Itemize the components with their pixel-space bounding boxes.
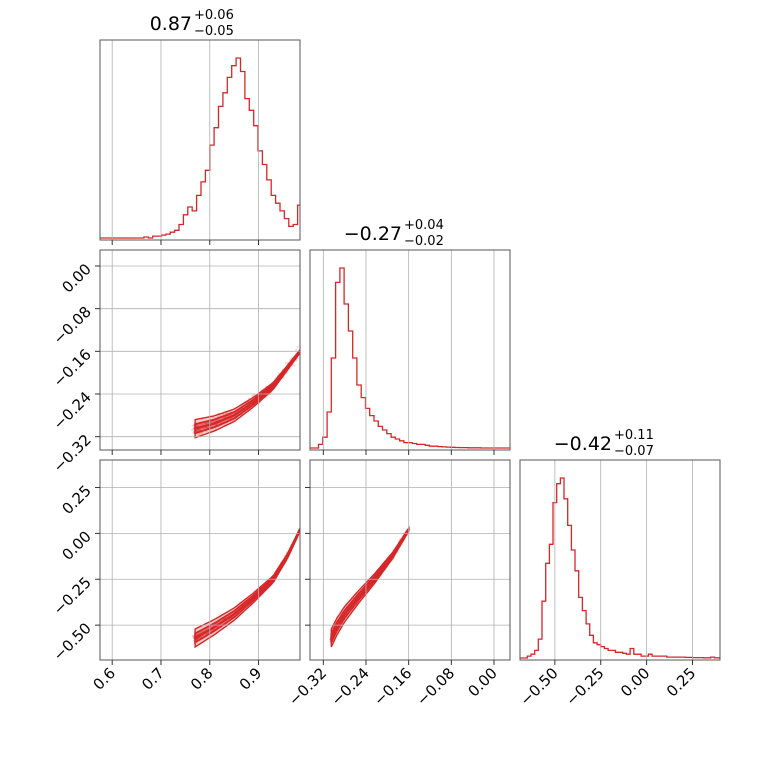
- density-ridge: [194, 350, 300, 430]
- title-upper-error: +0.11: [614, 428, 654, 443]
- title-median: −0.27: [344, 223, 402, 245]
- sample-point: [293, 364, 296, 367]
- sample-point: [215, 423, 218, 426]
- y-tick-label: 0.00: [58, 527, 94, 563]
- sample-point: [191, 428, 194, 431]
- x-tick-label: −0.50: [516, 664, 561, 709]
- sample-point: [206, 426, 209, 429]
- x-tick-label: −0.08: [413, 664, 458, 709]
- sample-point: [191, 634, 194, 638]
- x-tick-label: −0.25: [562, 664, 607, 709]
- sample-point: [195, 424, 198, 427]
- sample-point: [205, 422, 208, 425]
- sample-point: [202, 423, 205, 426]
- axes-frame: [309, 249, 511, 451]
- density-layer: [329, 525, 411, 648]
- axes-frame: [99, 459, 301, 661]
- title-lower-error: −0.02: [404, 234, 444, 249]
- sample-point: [192, 636, 195, 639]
- sample-point: [198, 636, 201, 640]
- sample-point: [197, 424, 200, 427]
- x-tick-label: 0.6: [89, 664, 119, 694]
- y-tick-label: −0.25: [50, 573, 95, 618]
- parameter-title: −0.42 +0.11−0.07: [554, 428, 654, 459]
- title-upper-error: +0.04: [404, 218, 444, 233]
- sample-point: [192, 635, 195, 638]
- x-tick-label: −0.16: [370, 664, 415, 709]
- hist-panel-1: [100, 57, 300, 239]
- parameter-title: −0.27 +0.04−0.02: [344, 218, 444, 249]
- sample-point: [192, 431, 195, 434]
- x-tick-label: −0.32: [285, 664, 330, 709]
- title-median: 0.87: [150, 13, 192, 35]
- y-tick-label: −0.32: [50, 431, 95, 476]
- contour-inner: [194, 348, 300, 435]
- sample-point: [284, 361, 287, 365]
- x-tick-label: 0.25: [663, 664, 699, 700]
- sample-point: [199, 635, 202, 639]
- density-ridge: [194, 529, 300, 639]
- sample-point: [198, 432, 201, 435]
- y-tick-label: −0.16: [50, 345, 95, 390]
- title-median: −0.42: [554, 433, 612, 455]
- density-ridge: [330, 529, 410, 639]
- sample-point: [251, 394, 254, 397]
- sample-point: [196, 424, 199, 427]
- density-panel-3: [329, 525, 411, 648]
- histogram-step-1: [100, 57, 300, 239]
- title-upper-error: +0.06: [194, 8, 234, 23]
- x-tick-label: −0.24: [328, 664, 373, 709]
- density-layer: [191, 345, 300, 439]
- y-tick-label: −0.50: [50, 619, 95, 664]
- sample-point: [204, 633, 207, 636]
- x-tick-label: 0.00: [617, 664, 653, 700]
- sample-point: [197, 428, 200, 431]
- sample-point: [300, 530, 302, 532]
- axes-frame: [309, 459, 511, 661]
- axes-frame: [99, 39, 301, 241]
- title-lower-error: −0.07: [614, 444, 654, 459]
- density-panel-1: [191, 345, 300, 439]
- title-lower-error: −0.05: [194, 24, 234, 39]
- sample-point: [198, 428, 201, 431]
- sample-point: [296, 345, 299, 348]
- x-tick-label: 0.9: [236, 664, 266, 694]
- hist-panel-2: [310, 267, 510, 449]
- sample-point: [197, 429, 200, 432]
- y-tick-label: 0.00: [58, 260, 94, 296]
- sample-point: [218, 414, 221, 417]
- sample-point: [191, 424, 195, 427]
- x-tick-label: 0.8: [187, 664, 217, 694]
- x-tick-label: 0.00: [464, 664, 500, 700]
- axes-frame: [519, 459, 721, 661]
- y-tick-label: −0.08: [50, 303, 95, 348]
- density-panel-2: [191, 527, 302, 649]
- x-tick-label: 0.7: [138, 664, 168, 694]
- contour-outer: [194, 527, 300, 649]
- hist-panel-3: [520, 477, 720, 659]
- sample-point: [295, 359, 298, 362]
- sample-point: [210, 429, 213, 432]
- axes-frame: [99, 249, 301, 451]
- sample-point: [205, 422, 208, 425]
- sample-point: [197, 428, 200, 432]
- density-layer: [191, 527, 302, 649]
- histogram-step-3: [520, 477, 720, 659]
- sample-point: [295, 348, 298, 351]
- histogram-step-2: [310, 267, 510, 449]
- sample-point: [196, 429, 199, 432]
- parameter-title: 0.87 +0.06−0.05: [150, 8, 234, 39]
- y-tick-label: 0.25: [58, 482, 94, 518]
- y-tick-label: −0.24: [50, 388, 95, 433]
- contour-outer: [194, 348, 300, 439]
